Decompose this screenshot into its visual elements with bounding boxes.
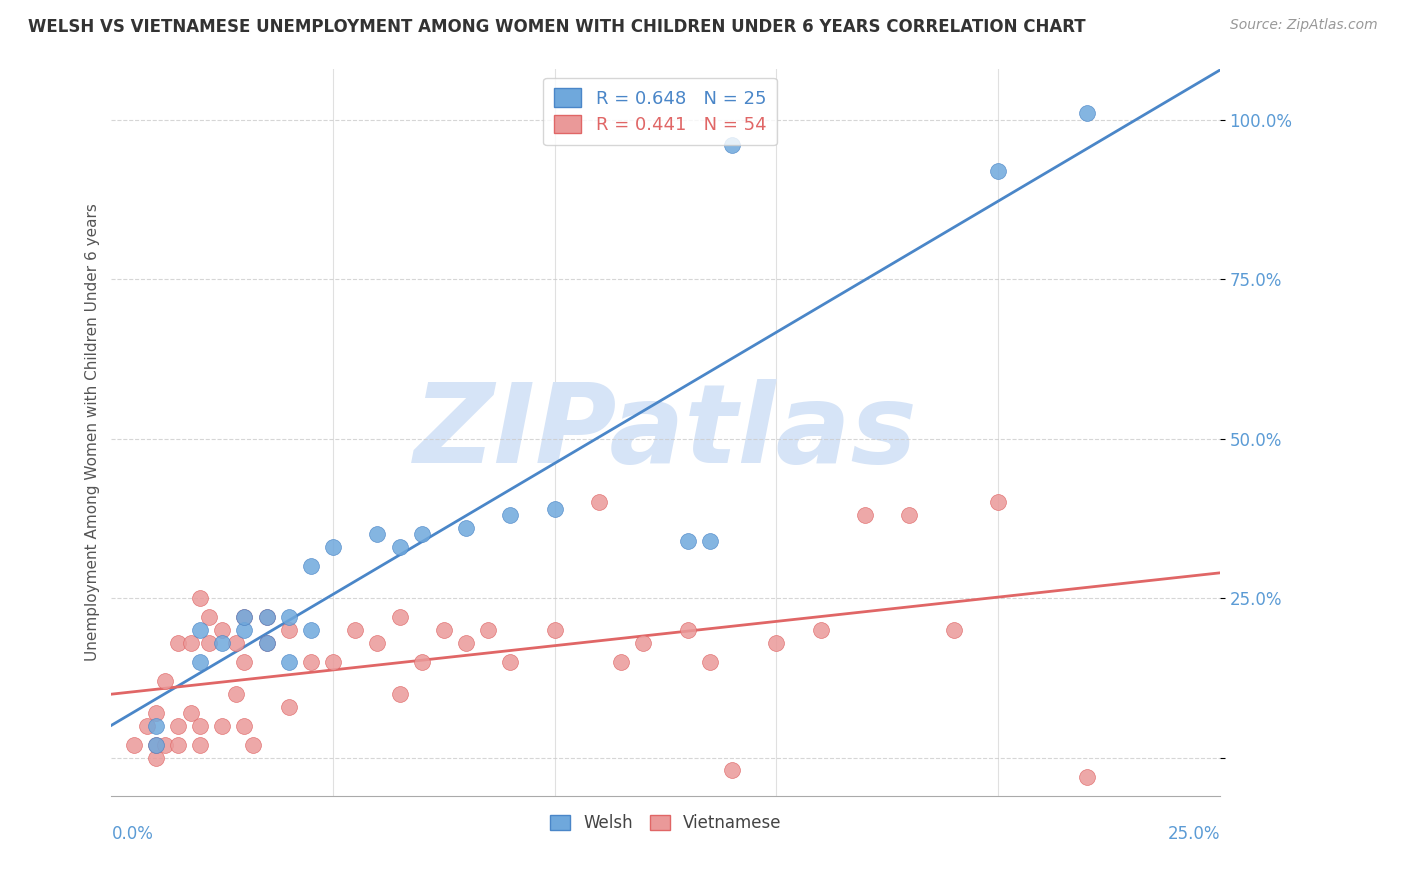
Point (987, 495, 1010, 509)
Point (233, 623, 256, 637)
Point (145, 738, 167, 752)
Point (198, 636, 221, 650)
Point (477, 623, 499, 637)
Point (277, 610, 299, 624)
Point (211, 719, 233, 733)
Point (366, 636, 388, 650)
Point (322, 540, 344, 554)
Point (810, 623, 832, 637)
Point (299, 559, 322, 574)
Point (188, 591, 211, 605)
Point (145, 750, 167, 764)
Point (898, 508, 921, 522)
Point (225, 687, 247, 701)
Point (366, 527, 388, 541)
Point (499, 655, 522, 669)
Point (167, 636, 190, 650)
Point (256, 636, 278, 650)
Point (388, 610, 411, 624)
Point (225, 636, 247, 650)
Point (765, 636, 787, 650)
Text: 0.0%: 0.0% (111, 825, 153, 843)
Point (676, 533, 699, 548)
Point (987, 163, 1010, 178)
Point (433, 623, 456, 637)
Point (277, 655, 299, 669)
Point (198, 610, 221, 624)
Point (277, 623, 299, 637)
Text: WELSH VS VIETNAMESE UNEMPLOYMENT AMONG WOMEN WITH CHILDREN UNDER 6 YEARS CORRELA: WELSH VS VIETNAMESE UNEMPLOYMENT AMONG W… (28, 18, 1085, 36)
Point (233, 610, 256, 624)
Point (853, 508, 876, 522)
Point (211, 636, 233, 650)
Point (122, 738, 145, 752)
Point (233, 719, 256, 733)
Point (188, 738, 211, 752)
Point (699, 655, 721, 669)
Point (1076, 770, 1098, 784)
Point (721, 138, 744, 153)
Point (145, 738, 167, 752)
Point (277, 699, 299, 714)
Point (388, 687, 411, 701)
Point (211, 623, 233, 637)
Point (1076, 106, 1098, 120)
Point (180, 636, 202, 650)
Point (322, 655, 344, 669)
Point (344, 623, 367, 637)
Text: Source: ZipAtlas.com: Source: ZipAtlas.com (1230, 18, 1378, 32)
Point (188, 623, 211, 637)
Point (256, 636, 278, 650)
Point (242, 738, 264, 752)
Point (942, 623, 965, 637)
Point (153, 673, 176, 688)
Point (499, 508, 522, 522)
Point (180, 706, 202, 720)
Point (544, 623, 567, 637)
Point (153, 738, 176, 752)
Point (388, 540, 411, 554)
Point (544, 501, 567, 516)
Point (233, 655, 256, 669)
Point (188, 655, 211, 669)
Point (633, 636, 655, 650)
Point (167, 719, 190, 733)
Point (456, 521, 478, 535)
Point (456, 636, 478, 650)
Point (411, 655, 433, 669)
Point (411, 527, 433, 541)
Text: 25.0%: 25.0% (1167, 825, 1220, 843)
Point (610, 655, 633, 669)
Point (721, 764, 744, 778)
Point (188, 719, 211, 733)
Point (145, 719, 167, 733)
Point (588, 495, 610, 509)
Point (676, 623, 699, 637)
Point (135, 719, 157, 733)
Point (256, 610, 278, 624)
Point (299, 623, 322, 637)
Point (233, 610, 256, 624)
Point (299, 655, 322, 669)
Point (145, 706, 167, 720)
Y-axis label: Unemployment Among Women with Children Under 6 years: Unemployment Among Women with Children U… (86, 203, 100, 661)
Point (699, 533, 721, 548)
Legend: Welsh, Vietnamese: Welsh, Vietnamese (543, 807, 787, 838)
Point (167, 738, 190, 752)
Text: ZIPatlas: ZIPatlas (413, 379, 918, 485)
Point (256, 610, 278, 624)
